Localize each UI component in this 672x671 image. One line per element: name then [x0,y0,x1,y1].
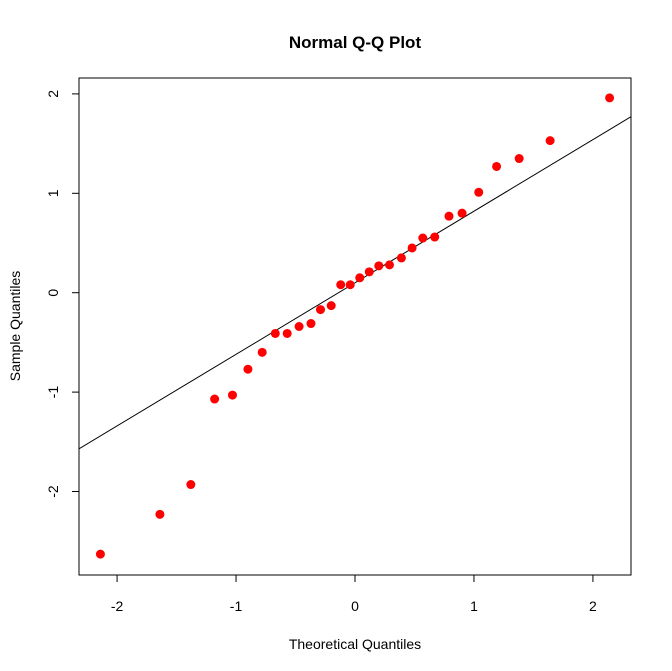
y-axis: -2 -1 0 1 2 [45,90,79,498]
y-tick-label: 1 [45,189,61,197]
data-point [396,253,406,263]
data-point [457,208,467,218]
data-point [227,390,237,400]
data-point [243,364,253,374]
data-point [345,280,355,290]
data-point [257,347,267,357]
data-point [418,233,428,243]
data-point [374,261,384,271]
data-point [294,322,304,331]
data-point [355,273,365,283]
data-point [407,243,417,253]
data-point [95,549,105,559]
y-axis-label: Sample Quantiles [7,271,23,382]
plot-frame [78,77,632,576]
data-point [514,154,524,164]
data-point [605,93,615,103]
data-point [306,319,316,329]
data-point [385,260,394,270]
data-point [474,187,484,197]
y-tick-label: 2 [45,90,61,98]
y-tick-label: -2 [45,485,61,498]
x-tick-label: 0 [351,598,359,614]
data-point [545,136,555,146]
data-point [444,211,454,221]
sample-points [95,93,615,559]
data-point [186,480,196,490]
data-point [430,232,440,242]
chart-title: Normal Q-Q Plot [289,33,422,52]
x-tick-label: -2 [111,598,124,614]
reference-line [79,116,631,450]
data-point [316,305,325,315]
x-tick-label: 2 [589,598,597,614]
data-point [492,161,502,171]
data-point [364,267,374,277]
data-point [270,328,280,338]
data-point [210,394,220,404]
x-tick-label: -1 [230,598,243,614]
data-point [155,509,165,519]
x-axis-label: Theoretical Quantiles [289,636,421,652]
y-tick-label: -1 [45,386,61,399]
data-point [336,280,346,290]
data-point [282,328,292,338]
x-axis: -2 -1 0 1 2 [111,575,597,614]
data-point [326,301,336,311]
y-tick-label: 0 [45,289,61,297]
x-tick-label: 1 [470,598,478,614]
